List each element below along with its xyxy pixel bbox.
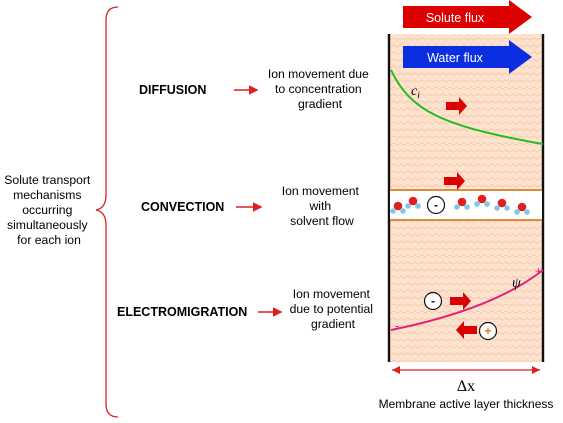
electromigration-cation: + <box>478 321 498 341</box>
diffusion-description-line: Ion movement due <box>268 67 369 81</box>
electromigration-description-line: Ion movement <box>293 287 371 301</box>
diffusion-ion-arrow <box>446 97 467 115</box>
convection-channel <box>390 189 542 221</box>
potential-curve <box>390 269 544 331</box>
electromigration-description-line: due to potential <box>290 302 373 316</box>
water-flux-label: Water flux <box>427 51 484 65</box>
solute-flux-arrow: Solute flux <box>403 0 532 34</box>
electromigration-description-line: gradient <box>311 317 356 331</box>
electromigration-description: Ion movement due to potential gradient <box>290 287 377 331</box>
potential-plus-sign: + <box>535 264 542 278</box>
water-molecule <box>454 197 470 210</box>
left-label: Solute transport mechanisms occurring si… <box>4 173 93 247</box>
cation-migration-arrow <box>456 321 477 339</box>
left-label-line: for each ion <box>17 233 81 247</box>
potential-symbol: ψ <box>512 276 521 291</box>
electromigration-anion-sign: - <box>431 294 435 308</box>
diffusion-description-line: to concentration <box>275 82 362 96</box>
convection-description-line: with <box>308 199 331 213</box>
diffusion-heading: DIFFUSION <box>139 83 206 97</box>
concentration-symbol: ci <box>411 84 420 101</box>
left-label-line: Solute transport <box>4 173 91 187</box>
diffusion-description-line: gradient <box>298 97 343 111</box>
water-molecule <box>474 194 490 207</box>
convection-description: Ion movement with solvent flow <box>282 184 363 228</box>
solute-flux-label: Solute flux <box>426 11 485 25</box>
convection-ion-arrow <box>444 172 465 190</box>
electromigration-cation-sign: + <box>484 324 491 338</box>
convection-anion: - <box>426 195 446 215</box>
convection-heading: CONVECTION <box>141 200 224 214</box>
water-flux-arrow: Water flux <box>403 40 532 74</box>
left-label-line: simultaneously <box>7 218 89 232</box>
thickness-symbol: Δx <box>457 378 475 395</box>
convection-description-line: solvent flow <box>290 214 354 228</box>
convection-description-line: Ion movement <box>282 184 360 198</box>
anion-migration-arrow <box>450 292 471 310</box>
diffusion-description: Ion movement due to concentration gradie… <box>268 67 372 111</box>
potential-minus-sign: - <box>395 318 399 333</box>
convection-anion-sign: - <box>434 198 438 212</box>
water-molecule <box>390 201 406 214</box>
thickness-indicator <box>392 366 540 374</box>
left-label-line: mechanisms <box>13 188 81 202</box>
water-molecule <box>514 202 530 215</box>
water-molecule <box>405 196 421 209</box>
membrane-caption: Membrane active layer thickness <box>379 397 554 411</box>
electromigration-heading: ELECTROMIGRATION <box>117 305 247 319</box>
concentration-curve <box>390 69 544 145</box>
left-label-line: occurring <box>22 203 72 217</box>
grouping-bracket <box>95 6 119 418</box>
electromigration-anion: - <box>423 291 443 311</box>
water-molecule <box>494 198 510 211</box>
